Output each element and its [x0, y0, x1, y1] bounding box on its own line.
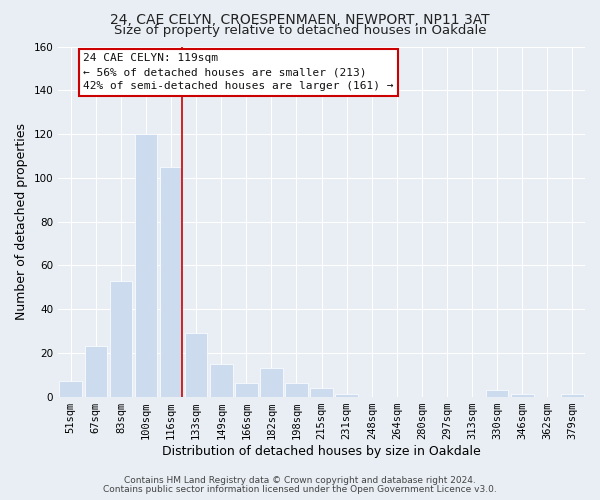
Bar [210, 364, 233, 396]
Bar [110, 280, 132, 396]
X-axis label: Distribution of detached houses by size in Oakdale: Distribution of detached houses by size … [162, 444, 481, 458]
Y-axis label: Number of detached properties: Number of detached properties [15, 123, 28, 320]
Bar [235, 384, 257, 396]
Text: Contains public sector information licensed under the Open Government Licence v3: Contains public sector information licen… [103, 485, 497, 494]
Bar [59, 382, 82, 396]
Bar [134, 134, 157, 396]
Text: 24 CAE CELYN: 119sqm
← 56% of detached houses are smaller (213)
42% of semi-deta: 24 CAE CELYN: 119sqm ← 56% of detached h… [83, 53, 394, 91]
Bar [285, 384, 308, 396]
Bar [335, 394, 358, 396]
Bar [185, 333, 208, 396]
Bar [561, 394, 584, 396]
Bar [511, 394, 533, 396]
Text: 24, CAE CELYN, CROESPENMAEN, NEWPORT, NP11 3AT: 24, CAE CELYN, CROESPENMAEN, NEWPORT, NP… [110, 12, 490, 26]
Bar [260, 368, 283, 396]
Bar [486, 390, 508, 396]
Text: Contains HM Land Registry data © Crown copyright and database right 2024.: Contains HM Land Registry data © Crown c… [124, 476, 476, 485]
Bar [85, 346, 107, 397]
Bar [310, 388, 333, 396]
Text: Size of property relative to detached houses in Oakdale: Size of property relative to detached ho… [114, 24, 486, 37]
Bar [160, 167, 182, 396]
